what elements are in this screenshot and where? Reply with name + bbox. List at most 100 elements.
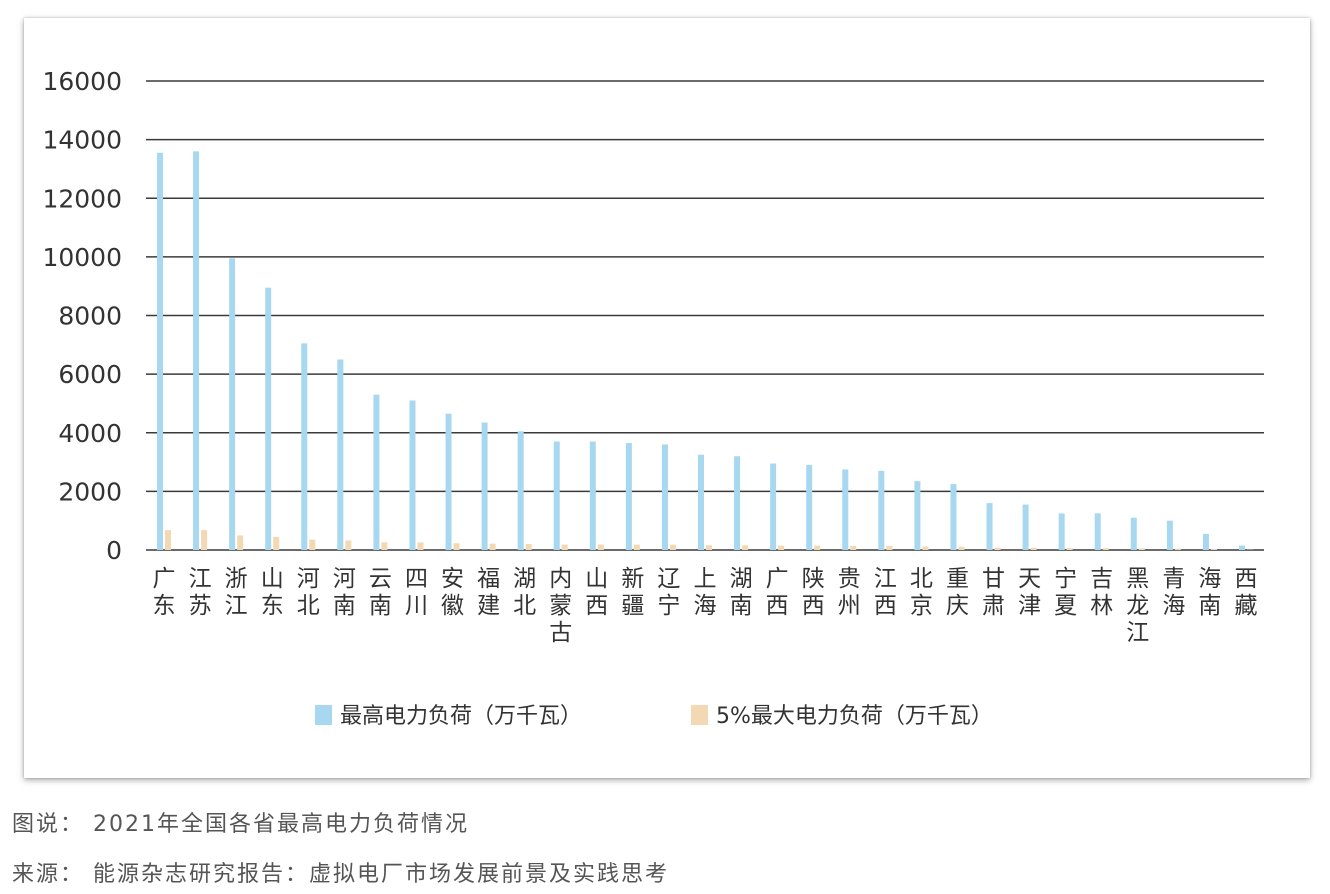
x-tick-label: 天: [1018, 566, 1041, 592]
bar-max-load: [409, 400, 416, 550]
chart-card: 0 2000 4000 6000 8000 10000 12000 14000 16000 广东江…: [24, 18, 1310, 778]
bar-max-load: [842, 469, 849, 550]
legend-swatch-5pct-load: [691, 705, 708, 725]
x-tick-label: 西: [1235, 566, 1258, 592]
y-tick-label: 10000: [42, 243, 122, 272]
x-tick-label: 湖: [513, 566, 536, 592]
bar-max-load: [1202, 533, 1209, 550]
x-tick-label: 江: [1126, 620, 1149, 646]
bar-max-load: [1022, 504, 1029, 550]
x-tick-label: 西: [766, 593, 789, 619]
bar-chart: 0200040006000800010000120001400016000广东江…: [42, 67, 1264, 729]
x-tick-label: 北: [297, 593, 320, 619]
x-tick-label: 川: [405, 593, 428, 619]
x-tick-label: 辽: [657, 566, 680, 592]
x-tick-label: 海: [1198, 566, 1221, 592]
bar-5pct-load: [850, 545, 857, 550]
bar-5pct-load: [669, 544, 676, 550]
y-tick-label: 6000: [58, 360, 122, 389]
x-tick-label: 庆: [946, 593, 969, 619]
bar-5pct-load: [706, 545, 712, 550]
bar-max-load: [770, 463, 777, 550]
bar-5pct-load: [201, 530, 208, 550]
x-tick-label: 吉: [1090, 566, 1113, 592]
x-tick-label: 夏: [1054, 593, 1077, 619]
y-tick-label: 16000: [42, 67, 122, 96]
x-tick-label: 福: [477, 566, 500, 592]
x-tick-label: 南: [730, 593, 753, 619]
x-tick-label: 西: [585, 593, 608, 619]
x-tick-label: 州: [838, 593, 861, 619]
bar-max-load: [1058, 513, 1065, 550]
bar-max-load: [337, 359, 344, 550]
bar-5pct-load: [381, 542, 388, 550]
x-tick-label: 安: [441, 566, 464, 592]
bar-5pct-load: [994, 547, 1001, 550]
bar-5pct-load: [1030, 547, 1037, 550]
x-tick-label: 广: [153, 566, 176, 592]
bar-5pct-load: [165, 530, 171, 550]
bar-max-load: [589, 441, 596, 550]
bar-max-load: [157, 152, 163, 551]
source-caption: 来源： 能源杂志研究报告：虚拟电厂市场发展前景及实践思考: [12, 862, 669, 887]
x-tick-label: 疆: [621, 593, 644, 619]
bar-5pct-load: [778, 545, 785, 550]
y-tick-label: 12000: [42, 184, 122, 213]
bar-5pct-load: [525, 544, 532, 550]
x-tick-label: 东: [153, 593, 176, 619]
bar-5pct-load: [597, 544, 604, 550]
bar-5pct-load: [273, 536, 280, 550]
x-tick-label: 黑: [1126, 566, 1149, 592]
bar-max-load: [373, 394, 380, 550]
x-tick-label: 肃: [982, 593, 1005, 619]
x-tick-label: 山: [585, 566, 608, 592]
x-tick-label: 京: [910, 593, 933, 619]
bar-max-load: [517, 431, 524, 550]
y-tick-label: 14000: [42, 126, 122, 155]
x-tick-label: 南: [1198, 593, 1221, 619]
bar-max-load: [950, 484, 957, 550]
x-tick-label: 河: [297, 566, 320, 592]
bar-5pct-load: [1174, 548, 1181, 550]
x-tick-label: 青: [1162, 566, 1185, 592]
bar-5pct-load: [561, 544, 568, 550]
x-tick-label: 南: [333, 593, 356, 619]
x-tick-label: 贵: [838, 566, 861, 592]
bar-5pct-load: [237, 535, 244, 550]
bar-max-load: [265, 287, 272, 550]
x-tick-label: 上: [694, 566, 717, 592]
bar-5pct-load: [489, 543, 496, 550]
bar-max-load: [625, 443, 632, 550]
bar-5pct-load: [1210, 549, 1217, 550]
x-tick-label: 南: [369, 593, 392, 619]
bar-max-load: [661, 444, 668, 550]
x-tick-label: 广: [766, 566, 789, 592]
y-tick-label: 4000: [58, 419, 122, 448]
x-tick-label: 内: [549, 566, 572, 592]
x-tick-label: 新: [621, 566, 644, 592]
bar-max-load: [806, 464, 813, 550]
x-tick-label: 北: [513, 593, 536, 619]
bar-5pct-load: [958, 546, 965, 550]
bar-max-load: [986, 503, 993, 550]
bar-5pct-load: [742, 545, 749, 550]
bar-max-load: [1130, 517, 1137, 550]
bar-5pct-load: [886, 546, 893, 550]
y-tick-label: 8000: [58, 302, 122, 331]
x-tick-label: 湖: [730, 566, 753, 592]
x-tick-label: 西: [802, 593, 825, 619]
x-tick-label: 江: [874, 566, 897, 592]
x-tick-label: 宁: [657, 593, 680, 619]
x-tick-label: 北: [910, 566, 933, 592]
bar-5pct-load: [417, 542, 424, 550]
x-tick-label: 西: [874, 593, 897, 619]
x-tick-label: 河: [333, 566, 356, 592]
bar-5pct-load: [453, 543, 460, 550]
legend-label-max-load: 最高电力负荷（万千瓦）: [340, 704, 582, 729]
bar-max-load: [734, 456, 741, 550]
bar-max-load: [1166, 520, 1173, 550]
bar-max-load: [229, 258, 236, 550]
bar-max-load: [445, 413, 452, 550]
legend-swatch-max-load: [315, 705, 332, 725]
bar-5pct-load: [345, 540, 352, 550]
